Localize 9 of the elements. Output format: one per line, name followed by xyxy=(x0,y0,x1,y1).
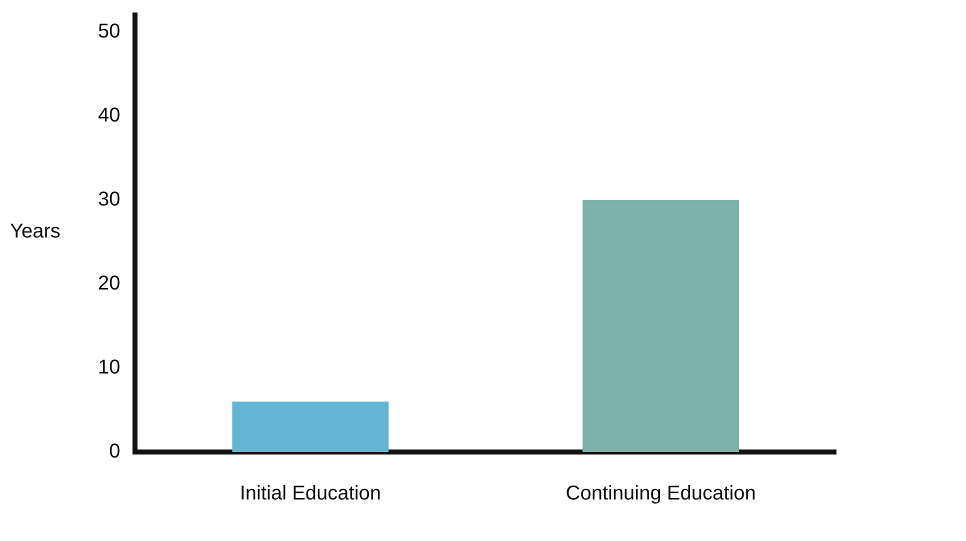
y-tick-label: 40 xyxy=(98,104,120,126)
x-tick-label: Continuing Education xyxy=(566,482,756,505)
y-tick-label: 50 xyxy=(98,20,120,42)
y-tick-label: 10 xyxy=(98,356,120,378)
x-tick-label: Initial Education xyxy=(240,482,382,505)
y-tick-label: 20 xyxy=(98,272,120,294)
y-axis-title: Years xyxy=(10,220,60,242)
y-tick-label: 30 xyxy=(98,188,120,210)
y-tick-label: 0 xyxy=(109,440,120,463)
